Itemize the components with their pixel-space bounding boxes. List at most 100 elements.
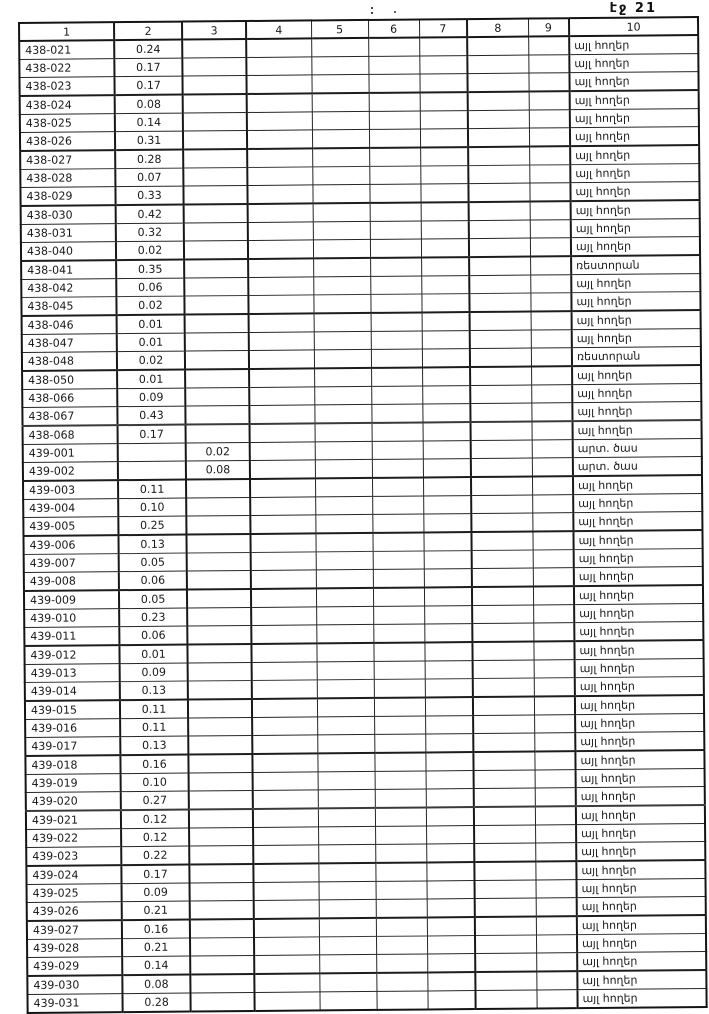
empty-cell	[535, 842, 577, 862]
land-use-cell: այլ հողեր	[575, 713, 705, 733]
empty-cell	[253, 881, 319, 901]
area-value-cell: 0.16	[120, 754, 189, 774]
column-header-5: 5	[310, 19, 369, 39]
empty-cell	[472, 696, 535, 716]
parcel-id-cell: 439-017	[25, 736, 121, 756]
land-use-cell: այլ հողեր	[575, 750, 705, 770]
area-value-cell: 0.02	[116, 351, 186, 371]
empty-cell	[369, 238, 422, 258]
land-use-cell: այլ հողեր	[574, 695, 705, 715]
area-value-cell: 0.17	[114, 58, 183, 77]
empty-cell	[528, 109, 570, 129]
parcel-id-cell: 439-015	[24, 700, 121, 720]
parcel-id-cell: 438-050	[22, 370, 118, 390]
area-value-cell	[188, 790, 253, 810]
empty-cell	[467, 55, 529, 74]
area-value-cell: 0.31	[114, 131, 184, 151]
empty-cell	[474, 880, 536, 899]
empty-cell	[470, 385, 532, 404]
empty-cell	[371, 422, 423, 442]
empty-cell	[531, 439, 573, 459]
empty-cell	[532, 531, 574, 551]
land-use-cell: այլ հողեր	[569, 35, 699, 55]
empty-cell	[425, 752, 474, 771]
parcel-id-cell: 439-029	[27, 956, 123, 976]
column-header-10: 10	[568, 17, 699, 37]
land-use-cell: այլ հողեր	[576, 823, 706, 843]
empty-cell	[470, 366, 532, 386]
column-header-6: 6	[367, 19, 420, 38]
area-value-cell: 0.14	[122, 956, 191, 976]
empty-cell	[247, 184, 313, 205]
empty-cell	[373, 605, 425, 625]
empty-cell	[467, 128, 530, 148]
empty-cell	[474, 825, 536, 844]
parcel-id-cell: 438-026	[19, 131, 116, 151]
land-use-cell: այլ հողեր	[571, 328, 701, 348]
parcel-id-cell: 438-040	[20, 241, 117, 261]
empty-cell	[530, 347, 573, 367]
empty-cell	[423, 587, 473, 606]
parcel-id-cell: 439-008	[23, 571, 119, 591]
empty-cell	[248, 258, 314, 278]
land-use-cell: այլ հողեր	[569, 126, 700, 147]
area-value-cell	[187, 643, 252, 664]
empty-cell	[529, 182, 571, 202]
area-value-cell	[187, 607, 252, 627]
land-use-cell: այլ հողեր	[574, 658, 704, 678]
empty-cell	[425, 733, 474, 753]
empty-cell	[420, 165, 469, 184]
empty-cell	[374, 807, 427, 827]
empty-cell	[319, 972, 377, 992]
empty-cell	[314, 477, 373, 497]
land-use-cell: այլ հողեր	[571, 291, 701, 312]
land-use-cell: այլ հողեր	[573, 493, 703, 513]
empty-cell	[374, 733, 426, 753]
empty-cell	[314, 367, 372, 387]
empty-cell	[473, 788, 535, 808]
empty-cell	[467, 36, 529, 56]
area-value-cell: 0.42	[115, 204, 184, 224]
area-value-cell: 0.14	[114, 113, 183, 132]
empty-cell	[252, 753, 318, 773]
empty-cell	[250, 533, 316, 553]
area-value-cell	[190, 973, 255, 994]
empty-cell	[529, 237, 572, 257]
empty-cell	[248, 294, 314, 314]
empty-cell	[420, 183, 469, 203]
empty-cell	[534, 732, 576, 752]
empty-cell	[372, 568, 424, 588]
land-use-cell: այլ հողեր	[570, 181, 700, 202]
parcel-id-cell: 439-002	[22, 461, 119, 481]
empty-cell	[371, 403, 423, 423]
empty-cell	[370, 293, 422, 313]
land-use-cell: այլ հողեր	[570, 218, 700, 238]
area-value-cell	[186, 588, 252, 609]
area-value-cell	[183, 204, 248, 224]
land-use-cell: այլ հողեր	[569, 108, 699, 128]
empty-cell	[532, 549, 574, 569]
parcel-id-cell: 439-003	[23, 480, 119, 500]
parcel-id-cell: 439-010	[24, 608, 120, 628]
area-value-cell	[182, 57, 247, 77]
empty-cell	[467, 73, 529, 93]
empty-cell	[421, 257, 470, 276]
empty-cell	[421, 312, 470, 331]
page-number-label: էջ 21	[609, 1, 657, 16]
empty-cell	[536, 952, 578, 972]
empty-cell	[530, 256, 572, 276]
empty-cell	[420, 147, 469, 166]
empty-cell	[529, 164, 571, 184]
land-use-cell: այլ հողեր	[576, 915, 706, 935]
empty-cell	[316, 642, 374, 662]
empty-cell	[470, 403, 532, 423]
empty-cell	[250, 514, 316, 534]
empty-cell	[248, 276, 314, 296]
parcel-id-cell: 439-014	[24, 681, 120, 701]
area-value-cell: 0.02	[116, 296, 185, 316]
empty-cell	[376, 990, 428, 1010]
land-use-cell: այլ հողեր	[571, 273, 701, 293]
empty-cell	[318, 881, 376, 900]
parcel-id-cell: 439-018	[25, 755, 121, 775]
empty-cell	[318, 826, 376, 845]
